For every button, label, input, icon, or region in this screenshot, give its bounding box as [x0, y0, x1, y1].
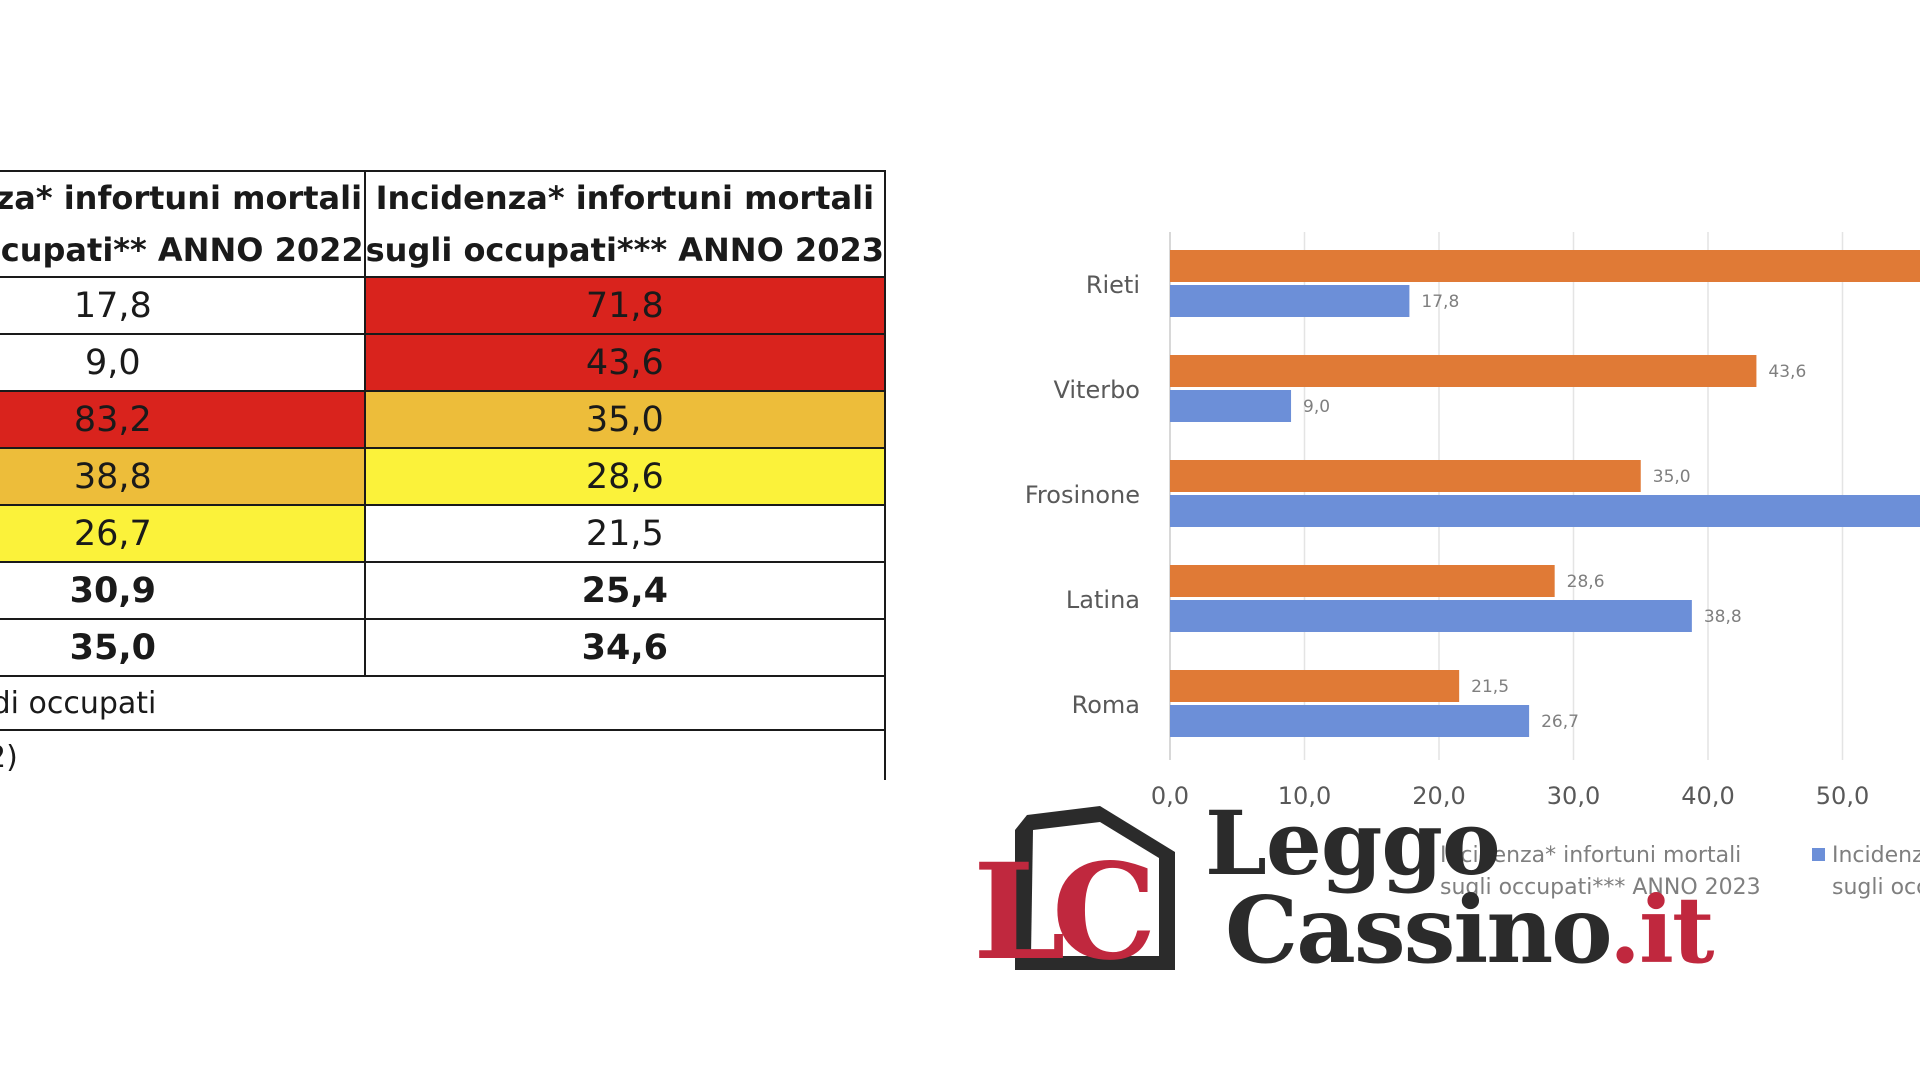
data-label: 9,0 — [1303, 397, 1330, 417]
category-label: Viterbo — [1053, 376, 1140, 404]
x-tick-label: 0,0 — [1151, 782, 1189, 810]
total-2023: 34,6 — [363, 618, 886, 677]
logo-text-ext: .it — [1609, 876, 1714, 984]
header-2023-line-2: sugli occupati*** ANNO 2023 — [365, 231, 884, 269]
bar — [1170, 705, 1530, 737]
legend-swatch — [1420, 848, 1433, 861]
cell-2023: 35,0 — [363, 390, 886, 449]
cell-2023: 71,8 — [363, 276, 886, 335]
category-label: Latina — [1066, 586, 1140, 614]
table-row: 17,8 71,8 — [0, 276, 886, 335]
cell-2022: 38,8 — [0, 447, 366, 506]
x-tick-label: 20,0 — [1412, 782, 1465, 810]
legend-label: Incidenza* infortuni mortali — [1440, 843, 1741, 868]
data-label: 43,6 — [1768, 362, 1806, 382]
lc-logo-mark: LC — [975, 806, 1175, 990]
total-2022: 30,9 — [0, 561, 366, 620]
logo-mark-letters: LC — [975, 835, 1151, 990]
category-label: Roma — [1072, 691, 1140, 719]
bar — [1170, 355, 1757, 387]
cell-2023: 28,6 — [363, 447, 886, 506]
incidence-table: Incidenza* infortuni mortali sugli occup… — [0, 170, 886, 780]
bar — [1170, 670, 1460, 702]
site-logo: LC Leggo Cassino.it — [975, 793, 1875, 990]
data-label: 21,5 — [1471, 677, 1509, 697]
x-tick-label: 30,0 — [1547, 782, 1600, 810]
cell-2022: 17,8 — [0, 276, 366, 335]
table-header-row: Incidenza* infortuni mortali sugli occup… — [0, 170, 886, 278]
header-2023-line-1: Incidenza* infortuni mortali — [375, 179, 875, 217]
legend-swatch — [1812, 848, 1825, 861]
cell-2022: 26,7 — [0, 504, 366, 563]
bar — [1170, 285, 1410, 317]
legend-label: sugli occ — [1832, 875, 1920, 900]
table-note: AT (2022) — [0, 729, 886, 780]
data-label: 28,6 — [1567, 572, 1605, 592]
cell-2022: 83,2 — [0, 390, 366, 449]
table-note: milione di occupati — [0, 675, 886, 731]
header-2022-line-1: Incidenza* infortuni mortali — [0, 179, 363, 217]
table-row: 83,2 35,0 — [0, 390, 886, 449]
table-row: 38,8 28,6 — [0, 447, 886, 506]
table-total-row: 35,0 34,6 — [0, 618, 886, 677]
data-label: 35,0 — [1653, 467, 1691, 487]
table-note-row: milione di occupati — [0, 675, 886, 731]
legend-label: Incidenz — [1832, 843, 1920, 868]
category-label: Rieti — [1086, 271, 1140, 299]
data-label: 38,8 — [1704, 607, 1742, 627]
bar — [1170, 460, 1641, 492]
bar — [1170, 250, 1920, 282]
x-tick-label: 50,0 — [1816, 782, 1869, 810]
header-2022: Incidenza* infortuni mortali sugli occup… — [0, 170, 366, 278]
cell-2023: 21,5 — [363, 504, 886, 563]
data-table-panel: Incidenza* infortuni mortali sugli occup… — [0, 170, 968, 780]
x-tick-label: 40,0 — [1681, 782, 1734, 810]
data-label: 17,8 — [1421, 292, 1459, 312]
logo-text-cassino-word: Cassino — [1225, 876, 1611, 984]
total-2023: 25,4 — [363, 561, 886, 620]
category-label: Frosinone — [1025, 481, 1140, 509]
bar — [1170, 565, 1555, 597]
bar — [1170, 495, 1920, 527]
legend-label: sugli occupati*** ANNO 2023 — [1440, 875, 1761, 900]
data-label: 26,7 — [1541, 712, 1579, 732]
table-row: 9,0 43,6 — [0, 333, 886, 392]
logo-text-leggo: Leggo — [1205, 791, 1501, 895]
bar — [1170, 600, 1692, 632]
x-tick-label: 10,0 — [1278, 782, 1331, 810]
total-2022: 35,0 — [0, 618, 366, 677]
table-note-row: AT (2022) — [0, 729, 886, 780]
header-2022-line-2: sugli occupati** ANNO 2022 — [0, 231, 364, 269]
table-row: 26,7 21,5 — [0, 504, 886, 563]
bar — [1170, 390, 1292, 422]
header-2023: Incidenza* infortuni mortali sugli occup… — [363, 170, 886, 278]
cell-2022: 9,0 — [0, 333, 366, 392]
logo-text-cassino: Cassino.it — [1225, 880, 1715, 980]
table-total-row: 30,9 25,4 — [0, 561, 886, 620]
cell-2023: 43,6 — [363, 333, 886, 392]
